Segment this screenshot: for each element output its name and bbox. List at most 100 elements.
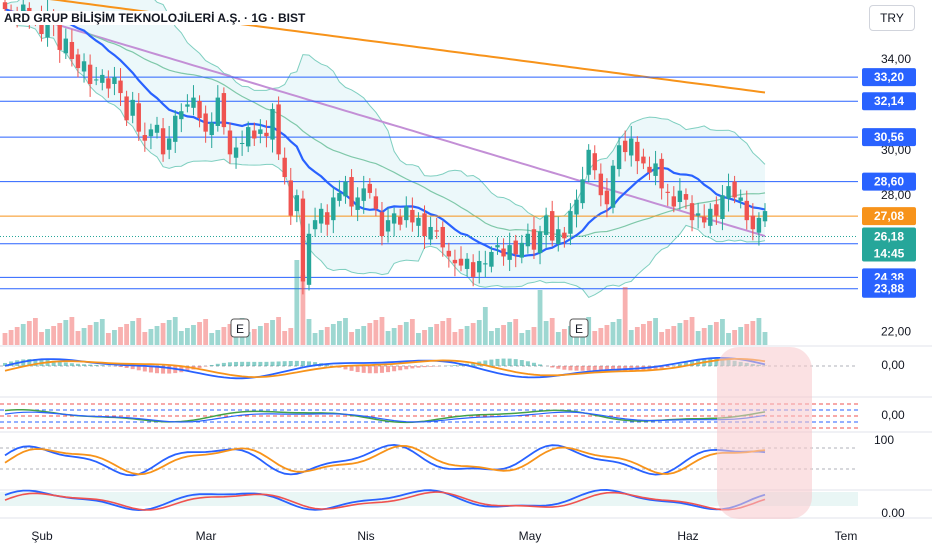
candle-body [367, 183, 372, 193]
pane4-line-b [4, 491, 766, 511]
volume-bar [81, 328, 87, 345]
macd-histogram-bar [617, 366, 622, 371]
current-price-badge [862, 227, 916, 262]
candle-body [519, 242, 524, 258]
macd-histogram-bar [118, 366, 123, 368]
macd-histogram-bar [398, 366, 403, 371]
macd-histogram-bar [361, 366, 366, 373]
volume-bar [69, 317, 75, 345]
candle-body [385, 220, 391, 232]
candle-body [410, 209, 415, 223]
ma-20-line [4, 8, 766, 258]
pane2-signal-line [4, 411, 766, 423]
volume-bar [221, 327, 227, 345]
macd-histogram-bar [580, 366, 585, 371]
price-level-badge [862, 172, 916, 191]
candle-body [458, 258, 464, 266]
candle-body [592, 153, 597, 171]
volume-bar [434, 324, 440, 345]
volume-bar [707, 325, 713, 345]
bollinger-fill [5, 0, 765, 298]
candle-body [543, 215, 549, 235]
candle-body [477, 261, 482, 273]
volume-bar [671, 326, 677, 345]
candle-body [416, 217, 421, 226]
volume-bar [422, 330, 427, 345]
macd-histogram-bar [373, 366, 378, 374]
candle-body [300, 198, 306, 282]
earnings-marker [569, 318, 589, 338]
macd-histogram-bar [197, 366, 202, 368]
macd-histogram-bar [538, 364, 543, 366]
macd-histogram-bar [294, 360, 299, 366]
candle-body [318, 208, 324, 224]
candle-body [373, 196, 379, 209]
macd-histogram-bar [300, 360, 305, 366]
volume-bar [178, 331, 184, 345]
volume-bar [507, 322, 513, 345]
candle-body [306, 233, 312, 285]
candle-body [440, 226, 445, 248]
candle-body [112, 77, 117, 84]
macd-histogram-bar [51, 360, 56, 366]
candle-body [756, 217, 762, 233]
macd-histogram-bar [404, 366, 409, 370]
price-level-badge [862, 128, 916, 147]
macd-histogram-bar [355, 366, 360, 373]
macd-histogram-bar [392, 366, 397, 372]
macd-histogram-bar [282, 361, 287, 366]
macd-histogram-bar [27, 359, 32, 366]
volume-bar [543, 321, 549, 345]
volume-bar [446, 318, 452, 345]
pane4-band [0, 492, 858, 506]
highlight-zone [717, 347, 812, 519]
volume-bar [677, 323, 683, 345]
volume-bar [732, 330, 737, 345]
currency-button[interactable]: TRY [869, 5, 915, 31]
macd-histogram-bar [586, 366, 591, 371]
macd-histogram-bar [325, 364, 330, 366]
macd-histogram-bar [604, 366, 609, 371]
candle-body [556, 229, 561, 244]
volume-bar [458, 329, 464, 345]
ma-50-line [4, 8, 766, 238]
candle-body [702, 216, 707, 223]
volume-bar [665, 329, 671, 345]
volume-bar [318, 330, 324, 345]
earnings-label: E [236, 322, 244, 336]
macd-histogram-bar [568, 366, 573, 371]
macd-histogram-bar [94, 364, 99, 366]
candle-body [81, 61, 87, 72]
y-tick-label: 28,00 [881, 188, 911, 202]
candle-body [470, 262, 476, 277]
candle-body [148, 129, 154, 137]
candle-body [629, 138, 634, 156]
macd-histogram-bar [416, 366, 421, 368]
volume-bar [288, 328, 294, 345]
macd-histogram-bar [227, 362, 232, 366]
volume-bar [93, 322, 99, 345]
volume-bar [361, 326, 367, 345]
candle-body [288, 180, 293, 216]
price-level-label: 30,56 [874, 130, 904, 144]
macd-histogram-bar [258, 361, 263, 366]
ma-100-line [4, 8, 766, 238]
volume-bar [391, 328, 397, 345]
macd-histogram-bar [714, 358, 719, 366]
macd-histogram-bar [428, 366, 433, 367]
volume-bar [555, 332, 561, 345]
candle-body [398, 216, 403, 225]
volume-bar [513, 319, 519, 345]
volume-bar [464, 326, 470, 345]
volume-bar [185, 328, 190, 345]
volume-bar [197, 322, 202, 345]
candle-body [537, 231, 543, 254]
candle-body [616, 145, 622, 170]
macd-histogram-bar [276, 361, 281, 366]
pane4-line-a [4, 488, 766, 512]
volume-bar [172, 317, 178, 345]
candle-body [525, 233, 531, 247]
macd-histogram-bar [665, 366, 670, 367]
volume-bar [641, 324, 646, 345]
